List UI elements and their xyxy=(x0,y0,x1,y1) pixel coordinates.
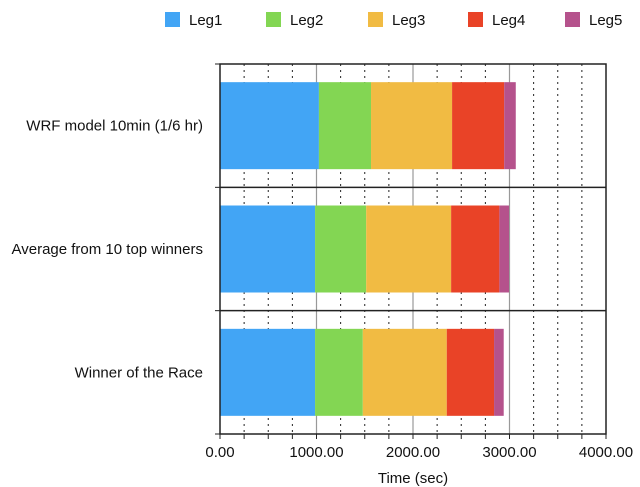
legend-swatch-leg1 xyxy=(165,12,180,27)
x-tick-label: 2000.00 xyxy=(386,444,440,461)
bar-segment-leg3-row-1 xyxy=(371,82,453,170)
legend: Leg1 Leg2 Leg3 Leg4 Leg5 xyxy=(165,12,622,29)
bar-segment-leg4-row-3 xyxy=(446,328,495,416)
bar-segment-leg1-row-2 xyxy=(220,205,316,293)
bar-segment-leg2-row-2 xyxy=(315,205,367,293)
category-label: Average from 10 top winners xyxy=(12,241,204,258)
legend-label-leg1: Leg1 xyxy=(189,12,222,29)
category-label: Winner of the Race xyxy=(75,364,203,381)
x-tick-label: 1000.00 xyxy=(289,444,343,461)
x-tick-label: 0.00 xyxy=(205,444,234,461)
x-tick-labels: 0.00 1000.00 2000.00 3000.00 4000.00 xyxy=(205,444,633,461)
legend-swatch-leg2 xyxy=(266,12,281,27)
legend-label-leg4: Leg4 xyxy=(492,12,525,29)
x-axis-title: Time (sec) xyxy=(378,470,448,487)
x-tick-label: 4000.00 xyxy=(579,444,633,461)
bar-segment-leg2-row-1 xyxy=(318,82,372,170)
bar-segment-leg4-row-1 xyxy=(452,82,505,170)
bar-segment-leg4-row-2 xyxy=(451,205,500,293)
legend-swatch-leg3 xyxy=(368,12,383,27)
bar-segment-leg3-row-2 xyxy=(366,205,452,293)
bar-segment-leg5-row-2 xyxy=(499,205,510,293)
legend-swatch-leg5 xyxy=(565,12,580,27)
bar-segment-leg1-row-3 xyxy=(220,328,316,416)
category-labels: WRF model 10min (1/6 hr) Average from 10 … xyxy=(12,118,204,382)
legend-label-leg5: Leg5 xyxy=(589,12,622,29)
legend-label-leg2: Leg2 xyxy=(290,12,323,29)
bars xyxy=(220,82,516,416)
legend-swatch-leg4 xyxy=(468,12,483,27)
bar-segment-leg5-row-1 xyxy=(504,82,516,170)
plot-frame xyxy=(215,63,607,439)
bar-segment-leg3-row-3 xyxy=(362,328,447,416)
bar-segment-leg2-row-3 xyxy=(315,328,363,416)
legend-label-leg3: Leg3 xyxy=(392,12,425,29)
category-label: WRF model 10min (1/6 hr) xyxy=(26,118,203,135)
bar-segment-leg1-row-1 xyxy=(220,82,319,170)
bar-segment-leg5-row-3 xyxy=(494,328,504,416)
x-tick-label: 3000.00 xyxy=(482,444,536,461)
